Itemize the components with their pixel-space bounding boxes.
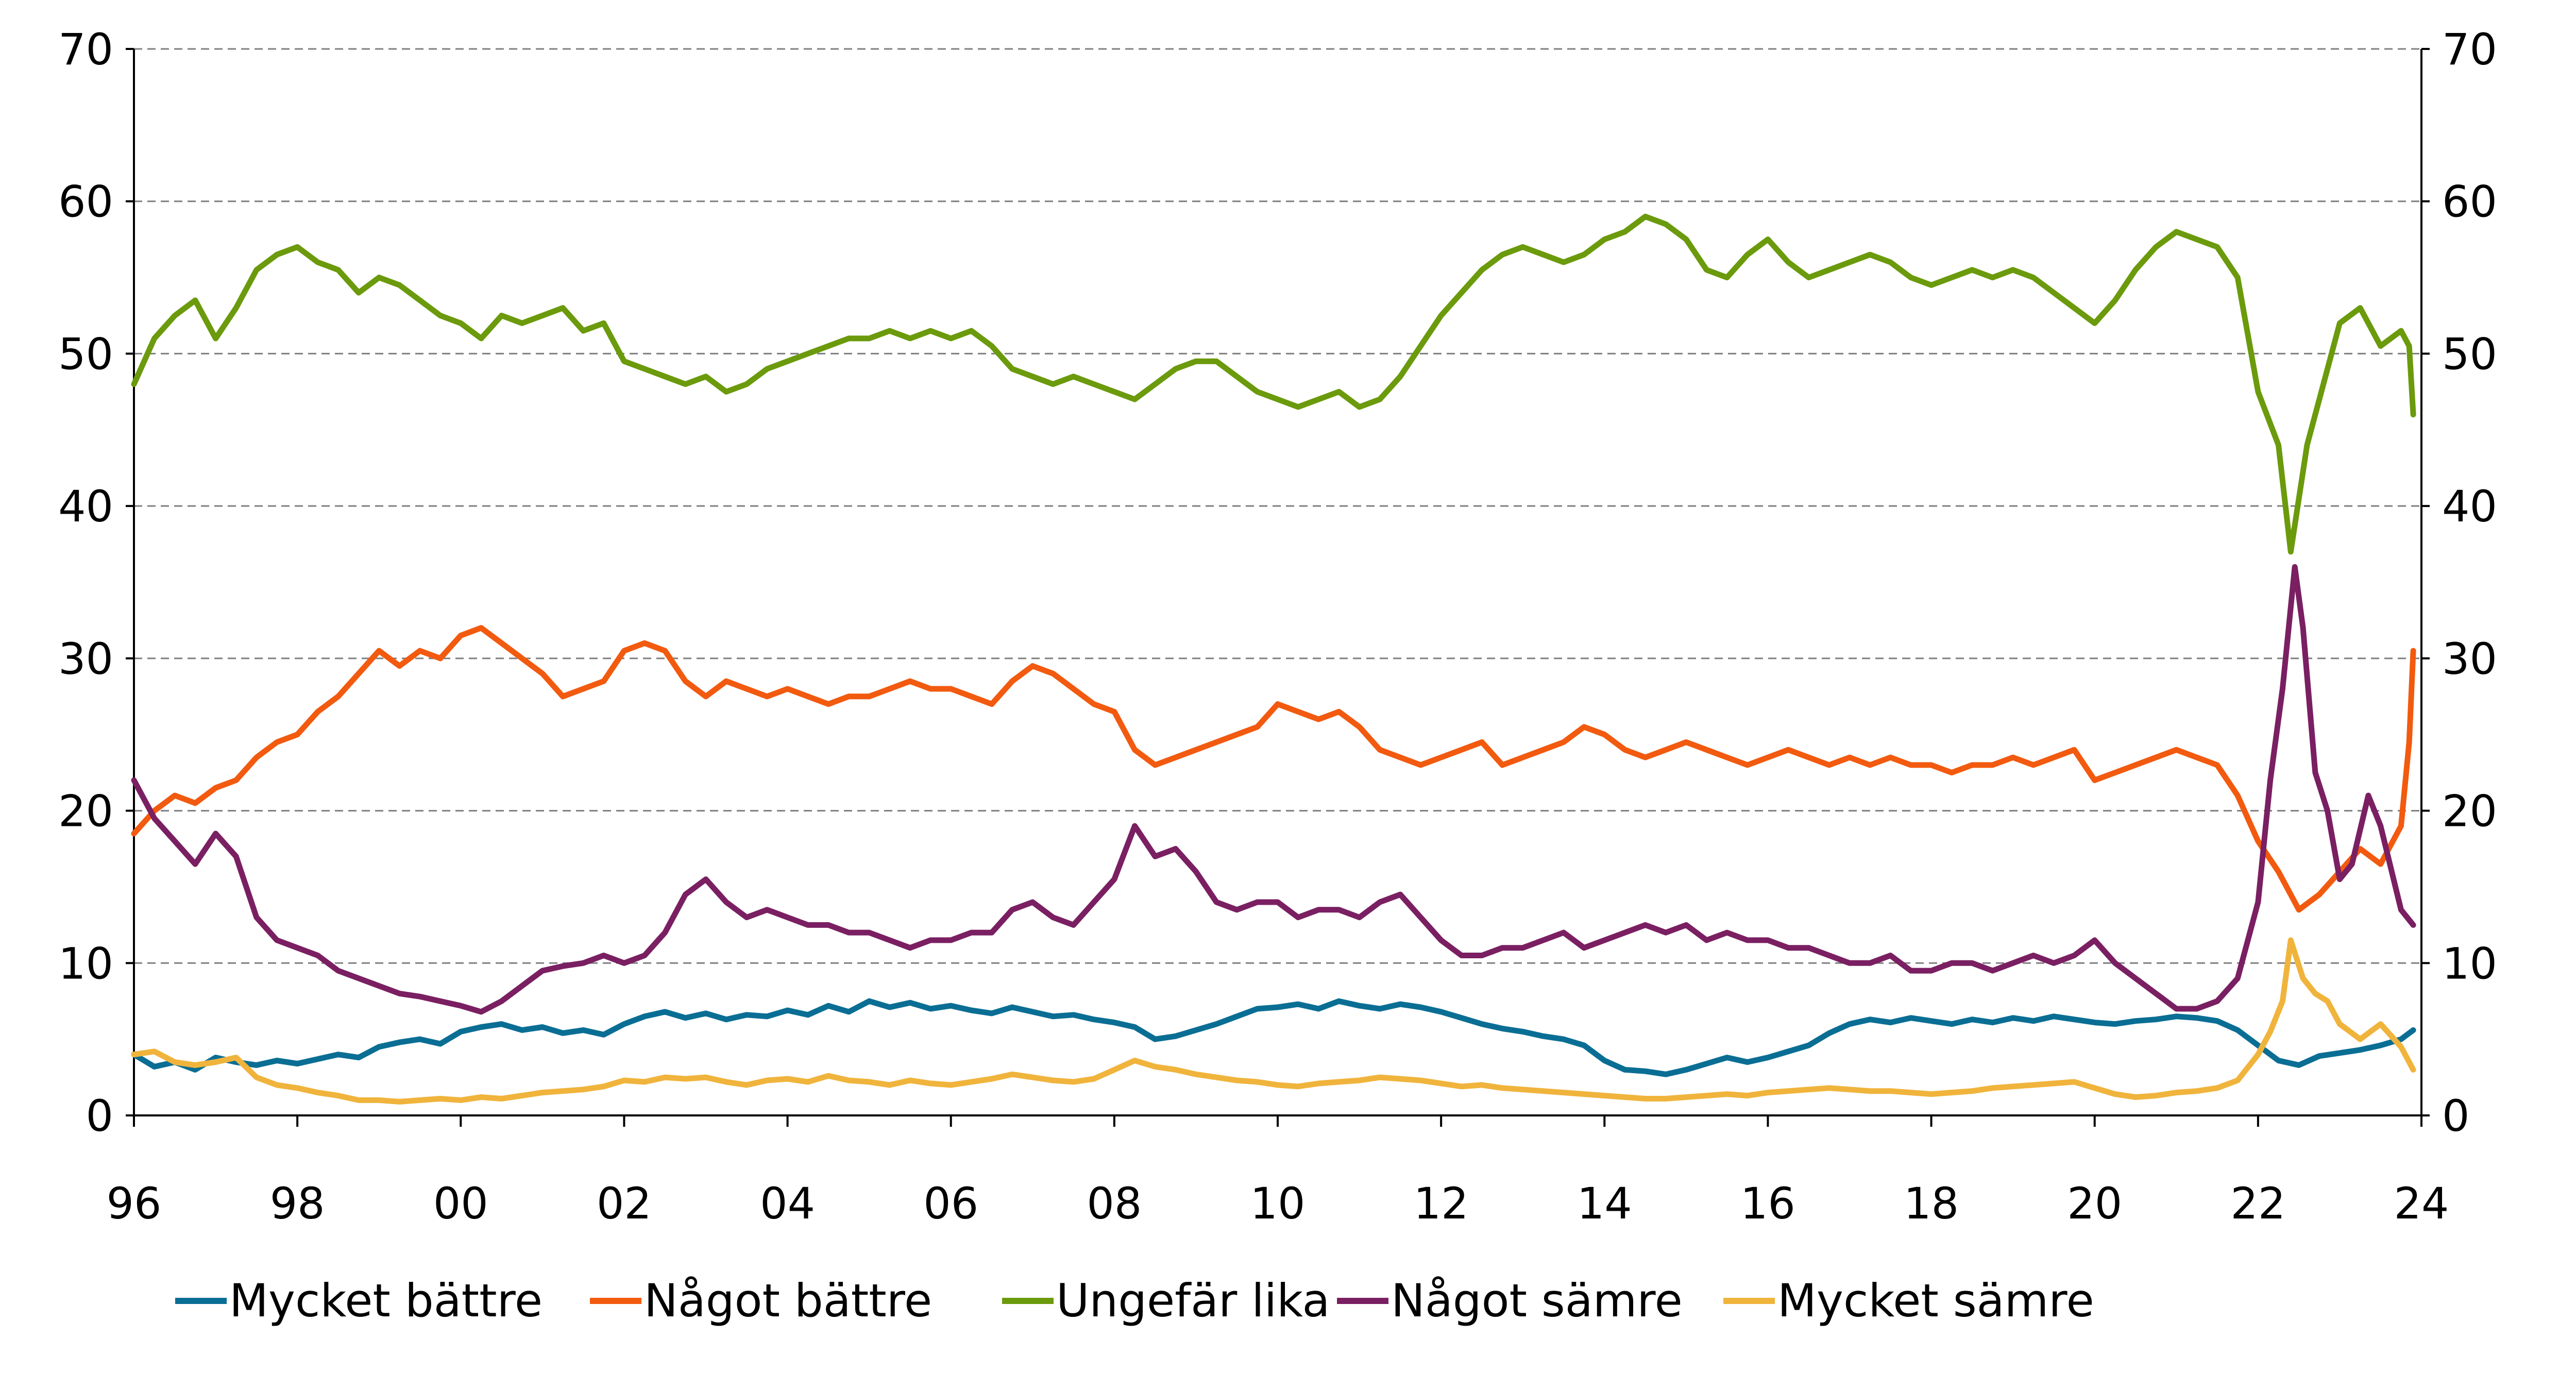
gridlines <box>134 48 2421 964</box>
legend-label: Mycket bättre <box>229 1274 543 1327</box>
x-tick-label: 04 <box>760 1178 815 1229</box>
right-tick-label: 50 <box>2442 329 2497 379</box>
x-tick-label: 08 <box>1087 1178 1142 1229</box>
x-tick-label: 20 <box>2067 1178 2122 1229</box>
x-tick-label: 24 <box>2394 1178 2449 1229</box>
right-tick-label: 30 <box>2442 634 2497 684</box>
left-tick-label: 60 <box>58 177 113 227</box>
legend-label: Mycket sämre <box>1777 1274 2094 1327</box>
series-line-mycket-bättre <box>131 998 2416 1077</box>
x-tick-label: 02 <box>597 1178 652 1229</box>
right-tick-label: 70 <box>2442 24 2497 75</box>
series-line-något-sämre <box>131 564 2416 1015</box>
x-tick-label: 00 <box>433 1178 488 1229</box>
left-tick-label: 0 <box>86 1091 113 1141</box>
left-tick-label: 40 <box>58 481 113 532</box>
x-tick-label: 18 <box>1904 1178 1959 1229</box>
left-tick-label: 70 <box>58 24 113 75</box>
series-line-ungefär-lika <box>131 213 2416 555</box>
right-tick-label: 10 <box>2442 938 2497 989</box>
series-line-något-bättre <box>131 625 2416 913</box>
right-tick-label: 60 <box>2442 177 2497 227</box>
x-tick-label: 14 <box>1577 1178 1632 1229</box>
legend-item: Något bättre <box>590 1274 932 1327</box>
series-line-mycket-sämre <box>131 937 2416 1105</box>
right-tick-label: 20 <box>2442 786 2497 837</box>
left-tick-label: 30 <box>58 634 113 684</box>
x-tick-label: 06 <box>923 1178 978 1229</box>
series-lines <box>131 213 2416 1105</box>
left-tick-label: 20 <box>58 786 113 837</box>
legend-label: Något bättre <box>644 1274 932 1327</box>
x-tick-label: 98 <box>270 1178 325 1229</box>
left-tick-label: 10 <box>58 938 113 989</box>
right-tick-label: 0 <box>2442 1091 2469 1141</box>
legend-label: Något sämre <box>1391 1274 1683 1327</box>
legend-item: Mycket bättre <box>175 1274 543 1327</box>
legend-label: Ungefär lika <box>1056 1274 1330 1327</box>
legend-item: Mycket sämre <box>1723 1274 2094 1327</box>
x-tick-label: 22 <box>2230 1178 2285 1229</box>
left-tick-label: 50 <box>58 329 113 379</box>
legend-item: Ungefär lika <box>1002 1274 1330 1327</box>
legend-item: Något sämre <box>1337 1274 1683 1327</box>
right-tick-label: 40 <box>2442 481 2497 532</box>
x-tick-label: 10 <box>1250 1178 1306 1229</box>
x-tick-label: 16 <box>1740 1178 1795 1229</box>
x-tick-label: 12 <box>1414 1178 1469 1229</box>
x-tick-label: 96 <box>107 1178 162 1229</box>
legend: Mycket bättre Något bättre Ungefär lika Någ… <box>175 1274 2094 1327</box>
